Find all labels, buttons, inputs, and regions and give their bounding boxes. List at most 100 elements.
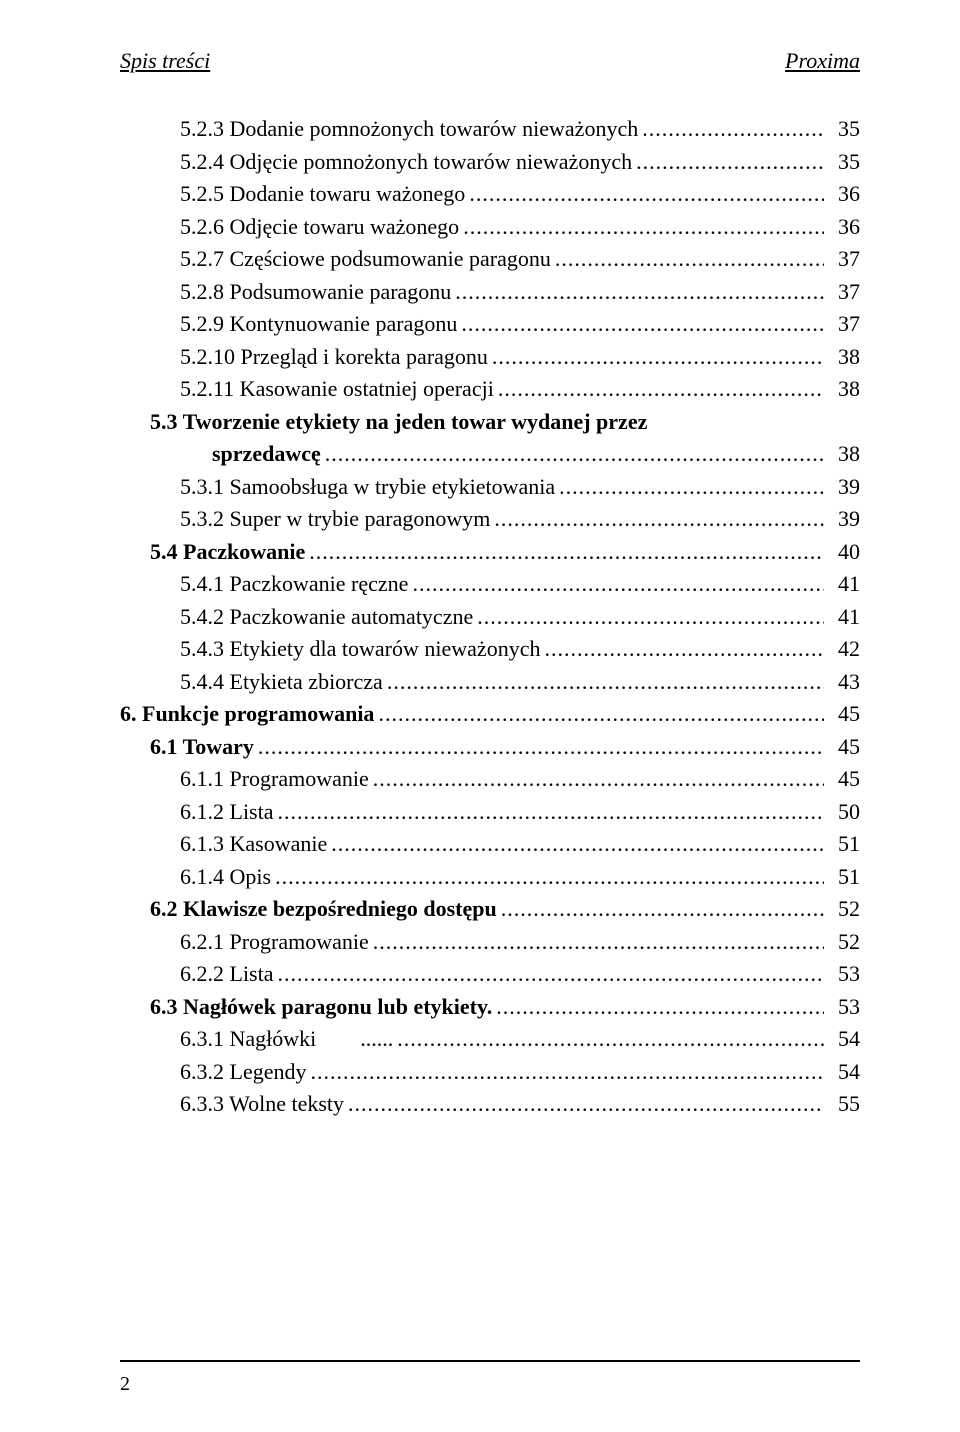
toc-leader-dots xyxy=(275,866,824,888)
toc-leader-dots xyxy=(397,1028,824,1050)
toc-entry-page: 55 xyxy=(828,1093,860,1115)
toc-entry: 5.4.4 Etykieta zbiorcza43 xyxy=(120,671,860,693)
toc-entry-page: 39 xyxy=(828,508,860,530)
footer-divider xyxy=(120,1360,860,1362)
toc-entry: 5.4.1 Paczkowanie ręczne 41 xyxy=(120,573,860,595)
toc-entry-label: 6.1.3 Kasowanie xyxy=(180,833,327,855)
toc-leader-dots xyxy=(496,996,824,1018)
toc-entry-page: 37 xyxy=(828,281,860,303)
toc-leader-dots xyxy=(331,833,824,855)
toc-leader-dots xyxy=(310,1061,824,1083)
toc-leader-dots xyxy=(494,508,824,530)
toc-leader-dots xyxy=(469,183,824,205)
toc-leader-dots xyxy=(461,313,824,335)
toc-leader-dots xyxy=(412,573,824,595)
toc-entry-label: 5.4.3 Etykiety dla towarów nieważonych xyxy=(180,638,540,660)
toc-entry: 5.2.6 Odjęcie towaru ważonego 36 xyxy=(120,216,860,238)
toc-entry-label: 6.1.1 Programowanie xyxy=(180,768,369,790)
toc-entry-label: 6.3.3 Wolne teksty xyxy=(180,1093,344,1115)
toc-entry-page: 53 xyxy=(828,963,860,985)
toc-leader-dots xyxy=(642,118,824,140)
toc-leader-dots xyxy=(559,476,824,498)
toc-entry-page: 36 xyxy=(828,216,860,238)
toc-leader-dots xyxy=(498,378,824,400)
toc-entry-page: 38 xyxy=(828,443,860,465)
toc-entry: 6.2.2 Lista 53 xyxy=(120,963,860,985)
toc-leader-dots xyxy=(278,801,825,823)
toc-entry-label: sprzedawcę xyxy=(212,443,321,465)
toc-entry-page: 54 xyxy=(828,1028,860,1050)
toc-entry: 6.3.2 Legendy54 xyxy=(120,1061,860,1083)
toc-entry-label: 6.3.1 Nagłówki xyxy=(180,1028,316,1050)
toc-entry: 5.2.8 Podsumowanie paragonu 37 xyxy=(120,281,860,303)
toc-leader-dots xyxy=(636,151,824,173)
toc-entry: 6.3.1 Nagłówki...... 54 xyxy=(120,1028,860,1050)
toc-entry-page: 35 xyxy=(828,118,860,140)
toc-leader-dots xyxy=(477,606,824,628)
toc-entry: 6.3 Nagłówek paragonu lub etykiety. 53 xyxy=(120,996,860,1018)
toc-leader-dots xyxy=(373,768,824,790)
toc-entry-label: 6. Funkcje programowania xyxy=(120,703,374,725)
toc-leader-dots xyxy=(309,541,824,563)
toc-entry-label: 5.2.8 Podsumowanie paragonu xyxy=(180,281,451,303)
toc-entry-label: 6.1.2 Lista xyxy=(180,801,274,823)
toc-entry-label: 5.2.4 Odjęcie pomnożonych towarów nieważ… xyxy=(180,151,632,173)
toc-leader-dots: ...... xyxy=(360,1028,393,1050)
toc-entry: 6.1.2 Lista 50 xyxy=(120,801,860,823)
toc-entry-label: 5.2.10 Przegląd i korekta paragonu xyxy=(180,346,488,368)
toc-entry-page: 45 xyxy=(828,703,860,725)
toc-leader-dots xyxy=(258,736,824,758)
page-number: 2 xyxy=(120,1373,130,1396)
toc-entry-label: 5.2.3 Dodanie pomnożonych towarów nieważ… xyxy=(180,118,638,140)
toc-entry: 6.3.3 Wolne teksty 55 xyxy=(120,1093,860,1115)
toc-leader-dots xyxy=(278,963,825,985)
toc-entry-label: 5.2.6 Odjęcie towaru ważonego xyxy=(180,216,459,238)
toc-entry-page: 45 xyxy=(828,736,860,758)
toc-entry-label: 6.1.4 Opis xyxy=(180,866,271,888)
toc-entry-page: 41 xyxy=(828,573,860,595)
toc-entry-page: 39 xyxy=(828,476,860,498)
toc-entry: 5.2.10 Przegląd i korekta paragonu38 xyxy=(120,346,860,368)
toc-entry-label: 5.2.7 Częściowe podsumowanie paragonu xyxy=(180,248,551,270)
toc-leader-dots xyxy=(544,638,824,660)
toc-entry-label: 6.2.2 Lista xyxy=(180,963,274,985)
toc-entry-page: 50 xyxy=(828,801,860,823)
toc-entry-label: 5.3.2 Super w trybie paragonowym xyxy=(180,508,490,530)
toc-entry-label: 6.3 Nagłówek paragonu lub etykiety. xyxy=(150,996,492,1018)
toc-entry-page: 37 xyxy=(828,248,860,270)
toc-entry-page: 54 xyxy=(828,1061,860,1083)
toc-entry-page: 37 xyxy=(828,313,860,335)
toc-leader-dots xyxy=(455,281,824,303)
toc-entry: 5.2.4 Odjęcie pomnożonych towarów nieważ… xyxy=(120,151,860,173)
toc-leader-dots xyxy=(378,703,824,725)
toc-entry-label: 5.4 Paczkowanie xyxy=(150,541,305,563)
toc-entry: 5.2.7 Częściowe podsumowanie paragonu 37 xyxy=(120,248,860,270)
toc-entry-page: 45 xyxy=(828,768,860,790)
toc-entry-label: 6.2 Klawisze bezpośredniego dostępu xyxy=(150,898,497,920)
toc-entry-label: 5.2.5 Dodanie towaru ważonego xyxy=(180,183,465,205)
toc-entry: 6.2.1 Programowanie 52 xyxy=(120,931,860,953)
toc-entry: 5.2.3 Dodanie pomnożonych towarów nieważ… xyxy=(120,118,860,140)
toc-entry-page: 52 xyxy=(828,931,860,953)
toc-entry: 6.1.1 Programowanie 45 xyxy=(120,768,860,790)
toc-entry-page: 53 xyxy=(828,996,860,1018)
header-left: Spis treści xyxy=(120,48,210,74)
toc-entry: 5.2.9 Kontynuowanie paragonu37 xyxy=(120,313,860,335)
toc-entry-page: 38 xyxy=(828,378,860,400)
toc-leader-dots xyxy=(387,671,824,693)
toc-entry-label: 5.4.1 Paczkowanie ręczne xyxy=(180,573,408,595)
table-of-contents: 5.2.3 Dodanie pomnożonych towarów nieważ… xyxy=(120,118,860,1115)
toc-entry: 6.1 Towary45 xyxy=(120,736,860,758)
toc-entry: 5.3.1 Samoobsługa w trybie etykietowania… xyxy=(120,476,860,498)
toc-entry: 5.2.5 Dodanie towaru ważonego36 xyxy=(120,183,860,205)
toc-entry-label: 5.3 Tworzenie etykiety na jeden towar wy… xyxy=(150,411,647,433)
toc-leader-dots xyxy=(325,443,824,465)
toc-entry-page: 52 xyxy=(828,898,860,920)
toc-entry: 5.3.2 Super w trybie paragonowym 39 xyxy=(120,508,860,530)
toc-entry: 6.2 Klawisze bezpośredniego dostępu 52 xyxy=(120,898,860,920)
toc-entry-page: 35 xyxy=(828,151,860,173)
toc-entry: 5.2.11 Kasowanie ostatniej operacji38 xyxy=(120,378,860,400)
toc-entry-page: 51 xyxy=(828,866,860,888)
toc-entry-label: 6.2.1 Programowanie xyxy=(180,931,369,953)
toc-entry-page: 51 xyxy=(828,833,860,855)
